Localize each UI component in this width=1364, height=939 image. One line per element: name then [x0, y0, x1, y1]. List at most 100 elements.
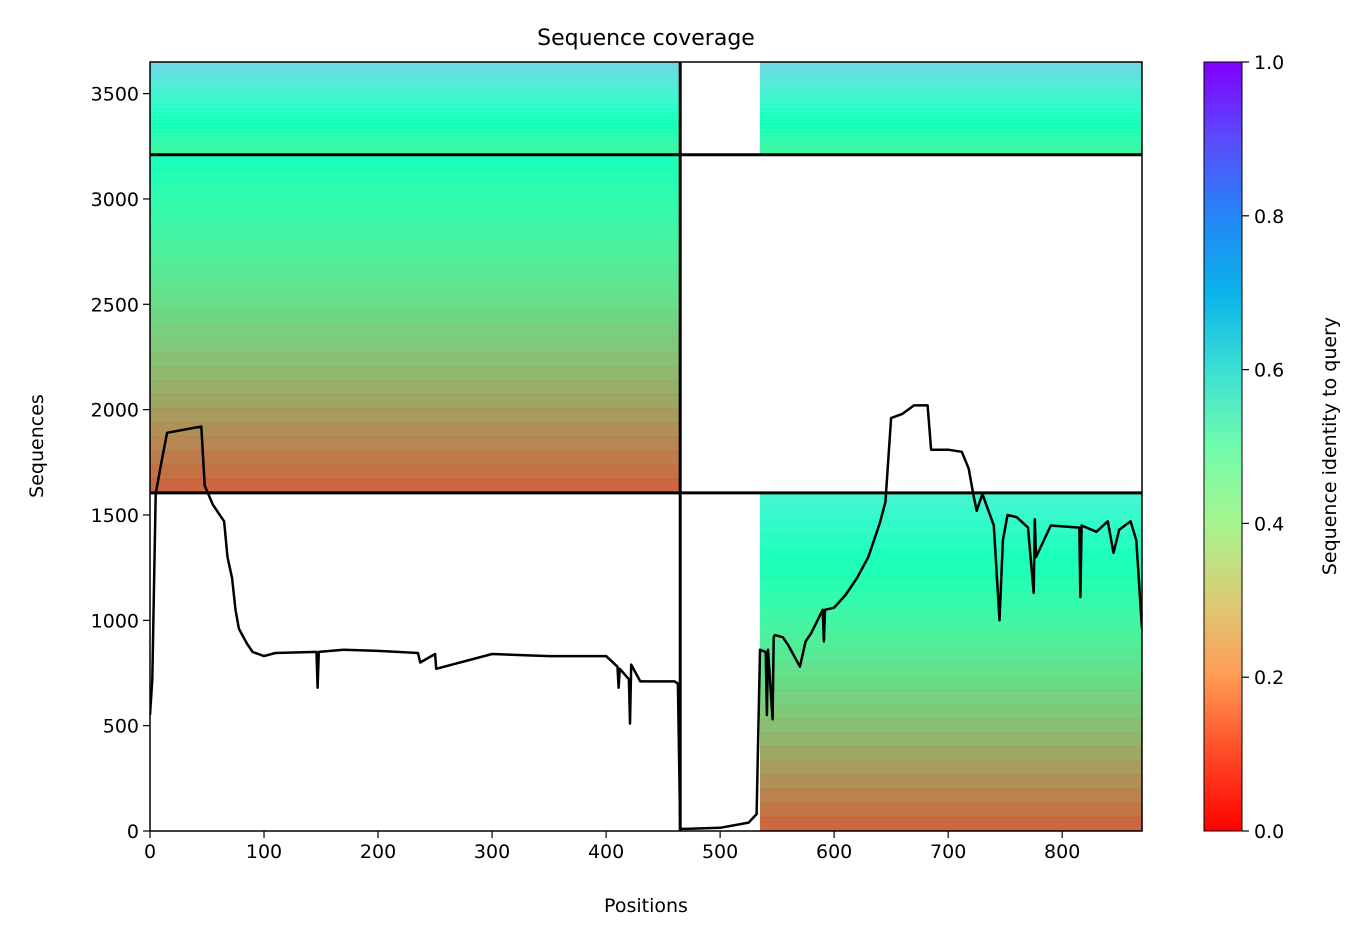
- heatmap-band: [760, 676, 1142, 691]
- heatmap-band: [150, 281, 681, 297]
- x-axis-label: Positions: [604, 895, 688, 917]
- heatmap-band: [150, 182, 681, 198]
- heatmap-band: [150, 450, 681, 466]
- heatmap-band: [760, 704, 1142, 719]
- heatmap-band: [760, 732, 1142, 748]
- heatmap-band: [150, 225, 681, 240]
- heatmap-band: [150, 478, 681, 494]
- heatmap-band: [150, 96, 681, 102]
- x-tick-label: 700: [930, 841, 966, 863]
- heatmap-band: [150, 394, 681, 409]
- heatmap-band: [150, 196, 681, 212]
- heatmap-band: [150, 81, 681, 86]
- heatmap-band: [760, 73, 1142, 79]
- heatmap-band: [760, 816, 1142, 831]
- coverage-heatmap: [150, 62, 1142, 831]
- x-tick-label: 100: [246, 841, 282, 863]
- heatmap-band: [760, 139, 1142, 144]
- heatmap-band: [150, 69, 681, 75]
- heatmap-band: [760, 135, 1142, 140]
- x-axis-ticks: 0 100 200 300 400 500 600 700 800: [144, 831, 1080, 863]
- heatmap-band: [150, 337, 681, 353]
- heatmap-band: [150, 112, 681, 117]
- y-axis-label: Sequences: [26, 394, 48, 498]
- heatmap-band: [760, 802, 1142, 818]
- heatmap-band: [760, 746, 1142, 762]
- heatmap-band: [760, 81, 1142, 86]
- heatmap-band: [760, 65, 1142, 71]
- heatmap-band: [760, 119, 1142, 125]
- heatmap-band: [150, 135, 681, 140]
- colorbar-label: Sequence identity to query: [1319, 317, 1341, 575]
- y-tick-label: 1000: [91, 610, 139, 632]
- y-tick-label: 3000: [91, 189, 139, 211]
- heatmap-band: [150, 65, 681, 71]
- heatmap-band: [760, 633, 1142, 649]
- heatmap-band: [150, 408, 681, 424]
- heatmap-band: [150, 323, 681, 339]
- heatmap-band: [760, 788, 1142, 804]
- heatmap-band: [760, 605, 1142, 621]
- heatmap-band: [760, 774, 1142, 790]
- heatmap-band: [150, 108, 681, 113]
- heatmap-band: [760, 146, 1142, 152]
- heatmap-band: [760, 549, 1142, 564]
- heatmap-band: [150, 123, 681, 129]
- heatmap-band: [760, 577, 1142, 593]
- heatmap-band: [760, 718, 1142, 733]
- heatmap-band: [760, 77, 1142, 82]
- y-axis-ticks: 0 500 1000 1500 2000 2500 3000 3500: [91, 84, 150, 843]
- heatmap-band: [150, 119, 681, 125]
- heatmap-band: [760, 647, 1142, 663]
- y-tick-label: 0: [127, 821, 139, 843]
- heatmap-band: [760, 108, 1142, 113]
- heatmap-band: [760, 143, 1142, 148]
- heatmap-band: [150, 73, 681, 79]
- heatmap-band: [150, 211, 681, 226]
- heatmap-band: [150, 92, 681, 98]
- x-tick-label: 400: [588, 841, 624, 863]
- heatmap-band: [760, 535, 1142, 550]
- colorbar-tick-label: 0.2: [1254, 667, 1284, 689]
- heatmap-band: [150, 267, 681, 283]
- heatmap-band: [760, 62, 1142, 67]
- heatmap-band: [760, 619, 1142, 635]
- heatmap-band: [760, 127, 1142, 133]
- y-tick-label: 3500: [91, 84, 139, 106]
- heatmap-band: [150, 127, 681, 133]
- heatmap-band: [760, 100, 1142, 106]
- x-tick-label: 500: [702, 841, 738, 863]
- colorbar: [1203, 61, 1243, 832]
- heatmap-band: [760, 85, 1142, 90]
- heatmap-band: [760, 92, 1142, 98]
- block-separators: [150, 62, 1142, 831]
- heatmap-band: [150, 295, 681, 311]
- x-tick-label: 800: [1044, 841, 1080, 863]
- heatmap-band: [150, 168, 681, 184]
- heatmap-band: [150, 309, 681, 325]
- y-tick-label: 500: [103, 716, 139, 738]
- heatmap-band: [150, 146, 681, 152]
- heatmap-band: [760, 123, 1142, 129]
- heatmap-band: [150, 104, 681, 109]
- colorbar-ticks: 0.0 0.2 0.4 0.6 0.8 1.0: [1242, 52, 1284, 843]
- heatmap-band: [760, 116, 1142, 121]
- heatmap-band: [150, 351, 681, 367]
- heatmap-band: [150, 139, 681, 144]
- heatmap-band: [760, 563, 1142, 578]
- coverage-line: [150, 404, 1142, 831]
- heatmap-band: [760, 112, 1142, 117]
- colorbar-tick-label: 0.8: [1254, 206, 1284, 228]
- heatmap-band: [150, 85, 681, 90]
- heatmap-band: [150, 253, 681, 269]
- x-tick-label: 200: [360, 841, 396, 863]
- x-tick-label: 300: [474, 841, 510, 863]
- heatmap-band: [760, 760, 1142, 776]
- heatmap-band: [150, 366, 681, 381]
- heatmap-band: [150, 89, 681, 94]
- heatmap-band: [150, 422, 681, 438]
- colorbar-tick-label: 0.0: [1254, 821, 1284, 843]
- heatmap-band: [150, 116, 681, 121]
- colorbar-tick-label: 1.0: [1254, 52, 1284, 74]
